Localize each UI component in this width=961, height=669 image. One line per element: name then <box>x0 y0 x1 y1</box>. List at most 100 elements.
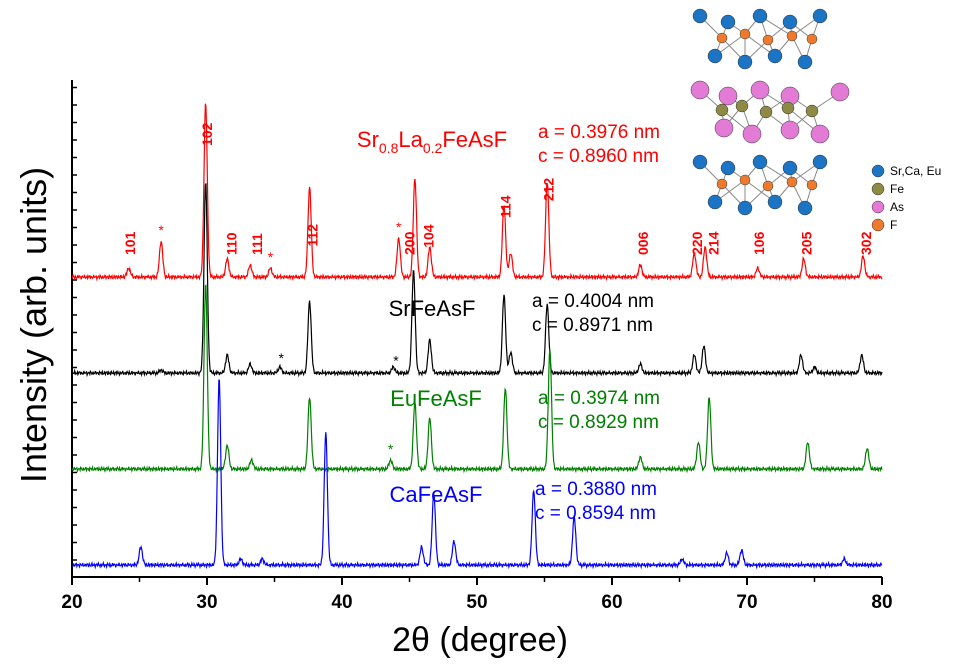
sr-ca-eu-atom <box>767 48 783 64</box>
lattice-parameter: a = 0.4004 nm <box>532 291 654 312</box>
f-atom <box>716 178 728 190</box>
sr-ca-eu-atom <box>707 48 723 64</box>
f-atom <box>786 30 798 42</box>
axes: 20 30 40 50 60 70 80 <box>61 80 893 613</box>
lattice-parameter: c = 0.8594 nm <box>535 503 656 524</box>
peak-label: 111 <box>249 233 265 255</box>
legend-label: F <box>890 218 897 232</box>
peak-label: 212 <box>541 178 557 202</box>
series-name: SrFeAsF <box>389 296 476 321</box>
fe-atom <box>781 101 795 115</box>
x-tick-label: 30 <box>196 592 217 613</box>
trace-sr0.8la0.2feasf <box>71 103 883 282</box>
x-axis-label: 2θ (degree) <box>392 621 568 659</box>
lattice-parameter: c = 0.8929 nm <box>538 412 659 433</box>
legend-label: Fe <box>890 182 904 196</box>
fe-atom <box>715 103 729 117</box>
diffraction-traces <box>71 103 883 570</box>
legend-swatch <box>871 218 885 232</box>
fe-atom <box>735 99 749 113</box>
trace-eufeasf <box>71 284 883 474</box>
peak-label: 200 <box>402 231 418 255</box>
peak-label: 102 <box>199 122 215 146</box>
peak-label: 006 <box>635 231 651 255</box>
sr-ca-eu-atom <box>737 54 753 70</box>
f-atom <box>806 33 818 45</box>
as-atom <box>830 82 850 102</box>
f-atom <box>739 174 751 186</box>
series-name: CaFeAsF <box>390 482 483 507</box>
sr-ca-eu-atom <box>737 200 753 216</box>
f-atom <box>739 28 751 40</box>
fe-atom <box>759 105 773 119</box>
series-name: Sr0.8La0.2FeAsF <box>357 127 507 156</box>
series-name: EuFeAsF <box>390 386 482 411</box>
trace-labels: Sr0.8La0.2FeAsF a = 0.3976 nm c = 0.8960 n… <box>122 122 874 524</box>
sr-ca-eu-atom <box>720 160 736 176</box>
as-atom <box>780 120 800 140</box>
sr-ca-eu-atom <box>752 8 768 24</box>
impurity-marker: * <box>396 219 402 235</box>
impurity-marker: * <box>393 353 399 369</box>
as-atom <box>742 124 762 144</box>
sr-ca-eu-atom <box>797 200 813 216</box>
legend-swatch <box>871 164 885 178</box>
legend-label: As <box>890 200 904 214</box>
legend-label: Sr,Ca, Eu <box>890 164 941 178</box>
f-atom <box>762 34 774 46</box>
sr-ca-eu-atom <box>692 8 708 24</box>
sr-ca-eu-atom <box>692 154 708 170</box>
peak-label: 214 <box>705 231 721 255</box>
legend-swatch <box>871 182 885 196</box>
peak-label: 110 <box>223 232 239 255</box>
x-tick-label: 70 <box>736 592 757 613</box>
peak-label: 205 <box>798 231 814 255</box>
peak-label: 220 <box>689 231 705 255</box>
peak-label: 112 <box>304 224 320 247</box>
peak-label: 101 <box>122 231 138 255</box>
as-atom <box>718 86 738 106</box>
sr-ca-eu-atom <box>707 194 723 210</box>
f-atom <box>786 176 798 188</box>
x-tick-label: 20 <box>61 592 82 613</box>
as-atom <box>750 80 770 100</box>
f-atom <box>762 180 774 192</box>
x-tick-label: 50 <box>466 592 487 613</box>
legend-swatch <box>871 200 885 214</box>
lattice-parameter: c = 0.8971 nm <box>532 315 653 336</box>
f-atom <box>806 179 818 191</box>
as-atom <box>810 124 830 144</box>
x-tick-label: 60 <box>601 592 622 613</box>
sr-ca-eu-atom <box>782 14 798 30</box>
lattice-parameter: a = 0.3880 nm <box>535 479 657 500</box>
sr-ca-eu-atom <box>797 54 813 70</box>
crystal-structure-inset: Sr,Ca, Eu Fe As F <box>690 8 941 232</box>
impurity-marker: * <box>388 441 394 457</box>
x-tick-label: 40 <box>331 592 352 613</box>
lattice-parameter: a = 0.3974 nm <box>538 388 660 409</box>
y-axis-label: Intensity (arb. units) <box>13 167 54 483</box>
lattice-parameter: a = 0.3976 nm <box>538 122 660 143</box>
impurity-marker: * <box>268 249 274 265</box>
as-atom <box>690 80 710 100</box>
trace-cafeasf <box>71 379 883 570</box>
trace-srfeasf <box>71 183 883 378</box>
x-tick-label: 80 <box>871 592 892 613</box>
fe-atom <box>805 104 819 118</box>
sr-ca-eu-atom <box>752 154 768 170</box>
peak-label: 104 <box>420 224 436 248</box>
sr-ca-eu-atom <box>767 194 783 210</box>
lattice-parameter: c = 0.8960 nm <box>538 146 659 167</box>
sr-ca-eu-atom <box>720 14 736 30</box>
sr-ca-eu-atom <box>812 8 828 24</box>
peak-label: 302 <box>858 231 874 255</box>
as-atom <box>714 118 734 138</box>
f-atom <box>716 32 728 44</box>
impurity-marker: * <box>158 222 164 238</box>
peak-label: 114 <box>497 195 513 218</box>
sr-ca-eu-atom <box>782 160 798 176</box>
sr-ca-eu-atom <box>812 154 828 170</box>
peak-label: 106 <box>751 231 767 255</box>
impurity-marker: * <box>279 350 285 366</box>
